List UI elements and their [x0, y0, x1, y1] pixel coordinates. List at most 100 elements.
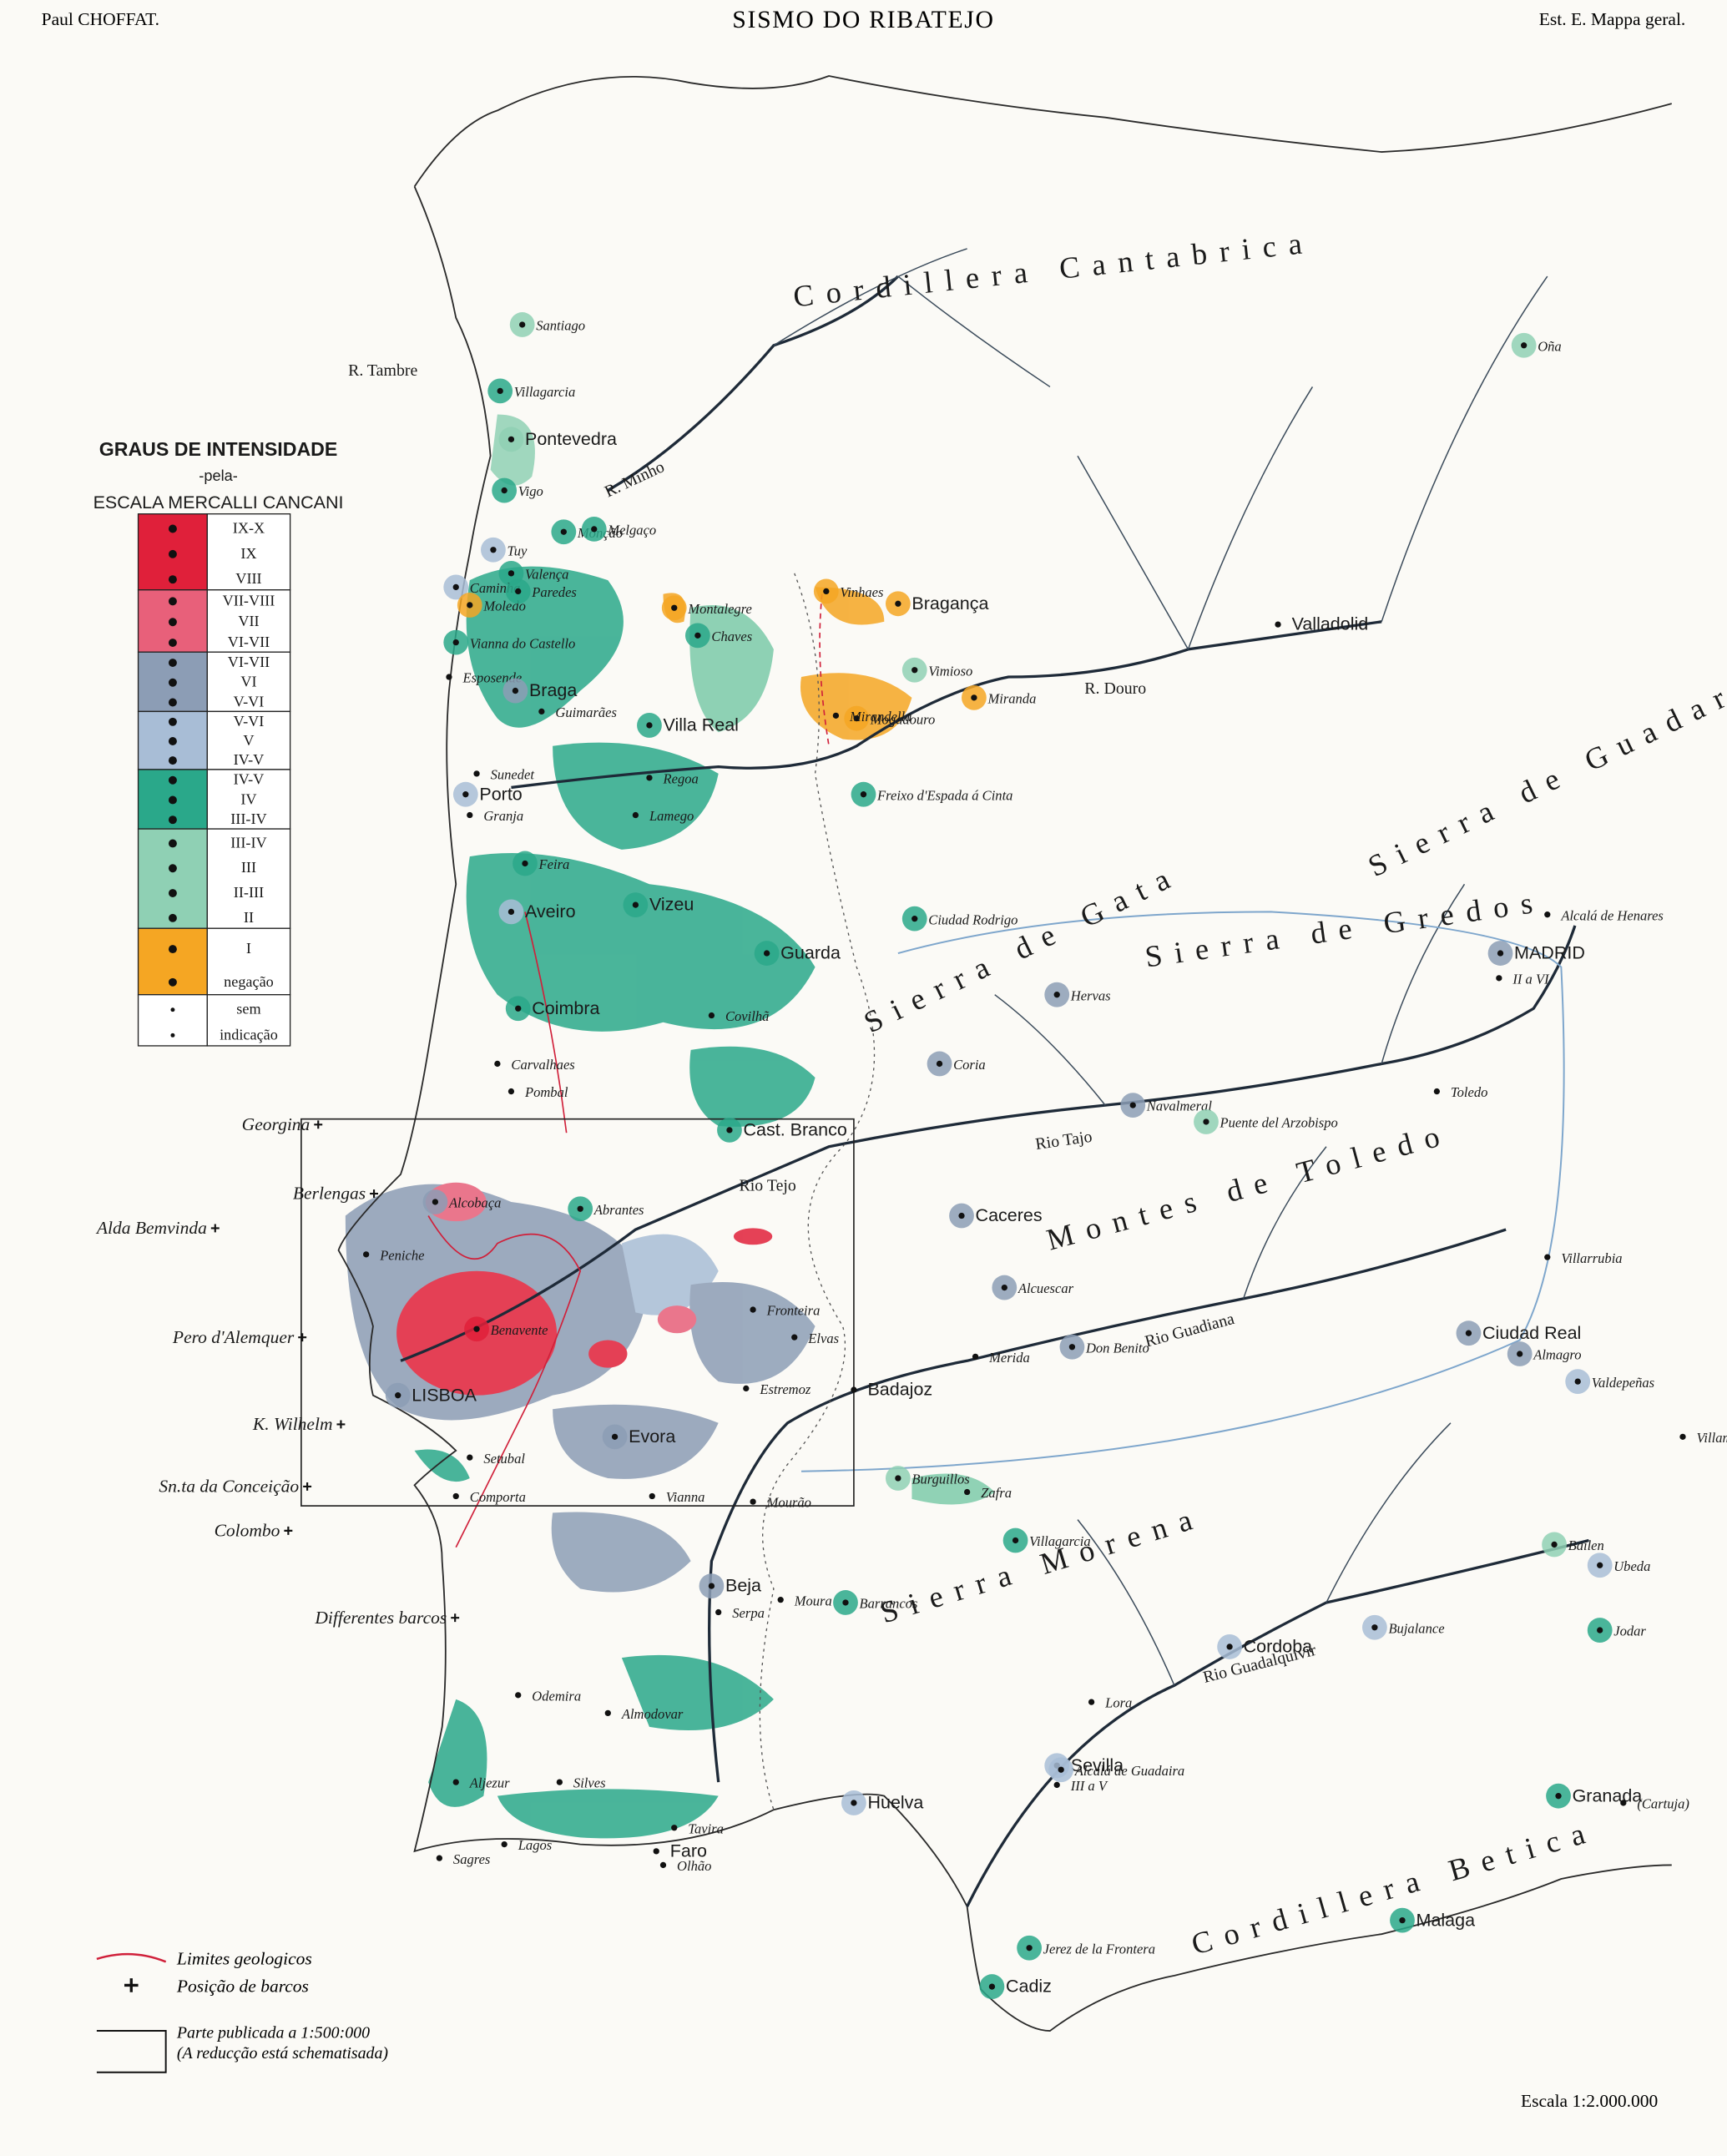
legend-label: I	[246, 940, 251, 957]
river-label: R. Tambre	[348, 361, 417, 380]
place-label: Merida	[988, 1350, 1030, 1366]
legend-label: IV	[240, 790, 256, 807]
site-marker	[507, 908, 515, 916]
place-label: Mourão	[766, 1495, 811, 1511]
place-label: Vinhaes	[840, 584, 883, 600]
legend-symbol	[168, 864, 177, 873]
place-label: Bailen	[1568, 1537, 1604, 1553]
site-marker	[653, 1848, 659, 1855]
place-label: Granja	[483, 808, 523, 824]
note: Limites geologicos	[176, 1949, 312, 1969]
place-label: Santiago	[536, 318, 585, 334]
site-marker	[494, 1060, 501, 1068]
site-marker	[895, 1475, 901, 1482]
place-label: Lagos	[518, 1837, 552, 1853]
place-label: Lamego	[649, 808, 694, 824]
place-label: Barrancos	[860, 1596, 918, 1612]
place-label: Tuy	[507, 543, 528, 558]
legend-label: IX	[240, 545, 256, 562]
site-marker	[671, 604, 678, 611]
header-left: Paul CHOFFAT.	[42, 9, 159, 29]
site-marker	[911, 667, 918, 674]
place-label: Fronteira	[766, 1303, 821, 1319]
place-label: Ciudad Rodrigo	[928, 911, 1018, 927]
legend-label: VII-VIII	[223, 592, 275, 608]
place-label: Vizeu	[649, 895, 694, 915]
legend-symbol	[168, 945, 177, 954]
site-marker	[538, 708, 545, 715]
place-label: Chaves	[711, 629, 752, 644]
note: Parte publicada a 1:500:000	[176, 2023, 370, 2042]
site-marker	[1555, 1793, 1562, 1800]
site-marker	[708, 1012, 715, 1019]
site-marker	[1129, 1102, 1136, 1108]
site-marker	[507, 1088, 515, 1095]
place-label: Alcobaça	[448, 1195, 502, 1211]
legend-cell	[206, 651, 291, 713]
site-marker	[473, 770, 480, 777]
site-marker	[1053, 1781, 1060, 1789]
site-marker	[1399, 1916, 1406, 1924]
place-label: Valdepeñas	[1592, 1375, 1654, 1391]
site-marker	[832, 712, 840, 720]
site-marker	[1597, 1627, 1603, 1633]
boat-cross	[336, 1420, 346, 1429]
site-marker	[467, 811, 473, 819]
site-marker	[1433, 1088, 1441, 1095]
place-label: Don Benito	[1085, 1340, 1149, 1356]
place-label: Puente del Arzobispo	[1220, 1115, 1338, 1131]
site-marker	[646, 722, 653, 729]
place-label: Abrantes	[593, 1202, 644, 1218]
site-marker	[632, 811, 639, 819]
site-marker	[726, 1127, 733, 1134]
place-label: Villarrubia	[1561, 1250, 1622, 1266]
site-marker	[763, 950, 770, 957]
legend-cell	[206, 710, 291, 770]
site-marker	[515, 1005, 522, 1012]
site-marker	[1465, 1330, 1472, 1336]
place-label: Feira	[538, 856, 570, 872]
legend-symbol	[168, 698, 177, 707]
site-marker	[842, 1599, 849, 1606]
river-label: R. Douro	[1084, 679, 1146, 698]
place-label: Covilhã	[725, 1008, 770, 1024]
site-marker	[649, 1492, 655, 1500]
legend-symbol	[170, 1033, 175, 1038]
place-label: Alcalá de Henares	[1560, 907, 1664, 923]
site-marker	[1026, 1945, 1033, 1952]
place-label: Vianna do Castello	[470, 635, 576, 651]
legend-label: III	[241, 859, 256, 876]
site-marker	[1226, 1644, 1233, 1650]
place-label: Olhão	[677, 1858, 711, 1874]
place-label: Almodovar	[621, 1706, 684, 1722]
legend-symbol	[168, 597, 177, 606]
site-marker	[743, 1385, 750, 1392]
place-label: Cast. Branco	[744, 1120, 847, 1140]
legend-symbol	[168, 756, 177, 765]
site-marker	[473, 1325, 480, 1332]
site-marker	[1275, 621, 1281, 628]
site-marker	[452, 583, 459, 591]
site-marker	[1521, 342, 1528, 349]
site-marker	[556, 1779, 563, 1785]
site-marker	[519, 321, 526, 328]
place-label: Estremoz	[759, 1381, 811, 1397]
legend-symbol	[168, 639, 177, 648]
place-label: Moura	[794, 1593, 832, 1608]
site-marker	[1088, 1699, 1095, 1705]
site-marker	[851, 1386, 857, 1393]
place-label: Ciudad Real	[1482, 1323, 1581, 1343]
site-marker	[972, 1353, 979, 1360]
place-label: Granada	[1573, 1785, 1643, 1805]
site-marker	[1544, 1254, 1551, 1260]
place-label: Mogadouro	[870, 711, 936, 727]
legend-label: V-VI	[234, 713, 265, 730]
site-marker	[591, 526, 598, 533]
place-label: Melgaço	[607, 523, 656, 538]
header-title: SISMO DO RIBATEJO	[732, 6, 994, 33]
site-marker	[1068, 1344, 1076, 1351]
boat-cross	[370, 1189, 379, 1199]
place-label: Benavente	[491, 1322, 548, 1338]
legend-label: indicação	[220, 1026, 278, 1043]
